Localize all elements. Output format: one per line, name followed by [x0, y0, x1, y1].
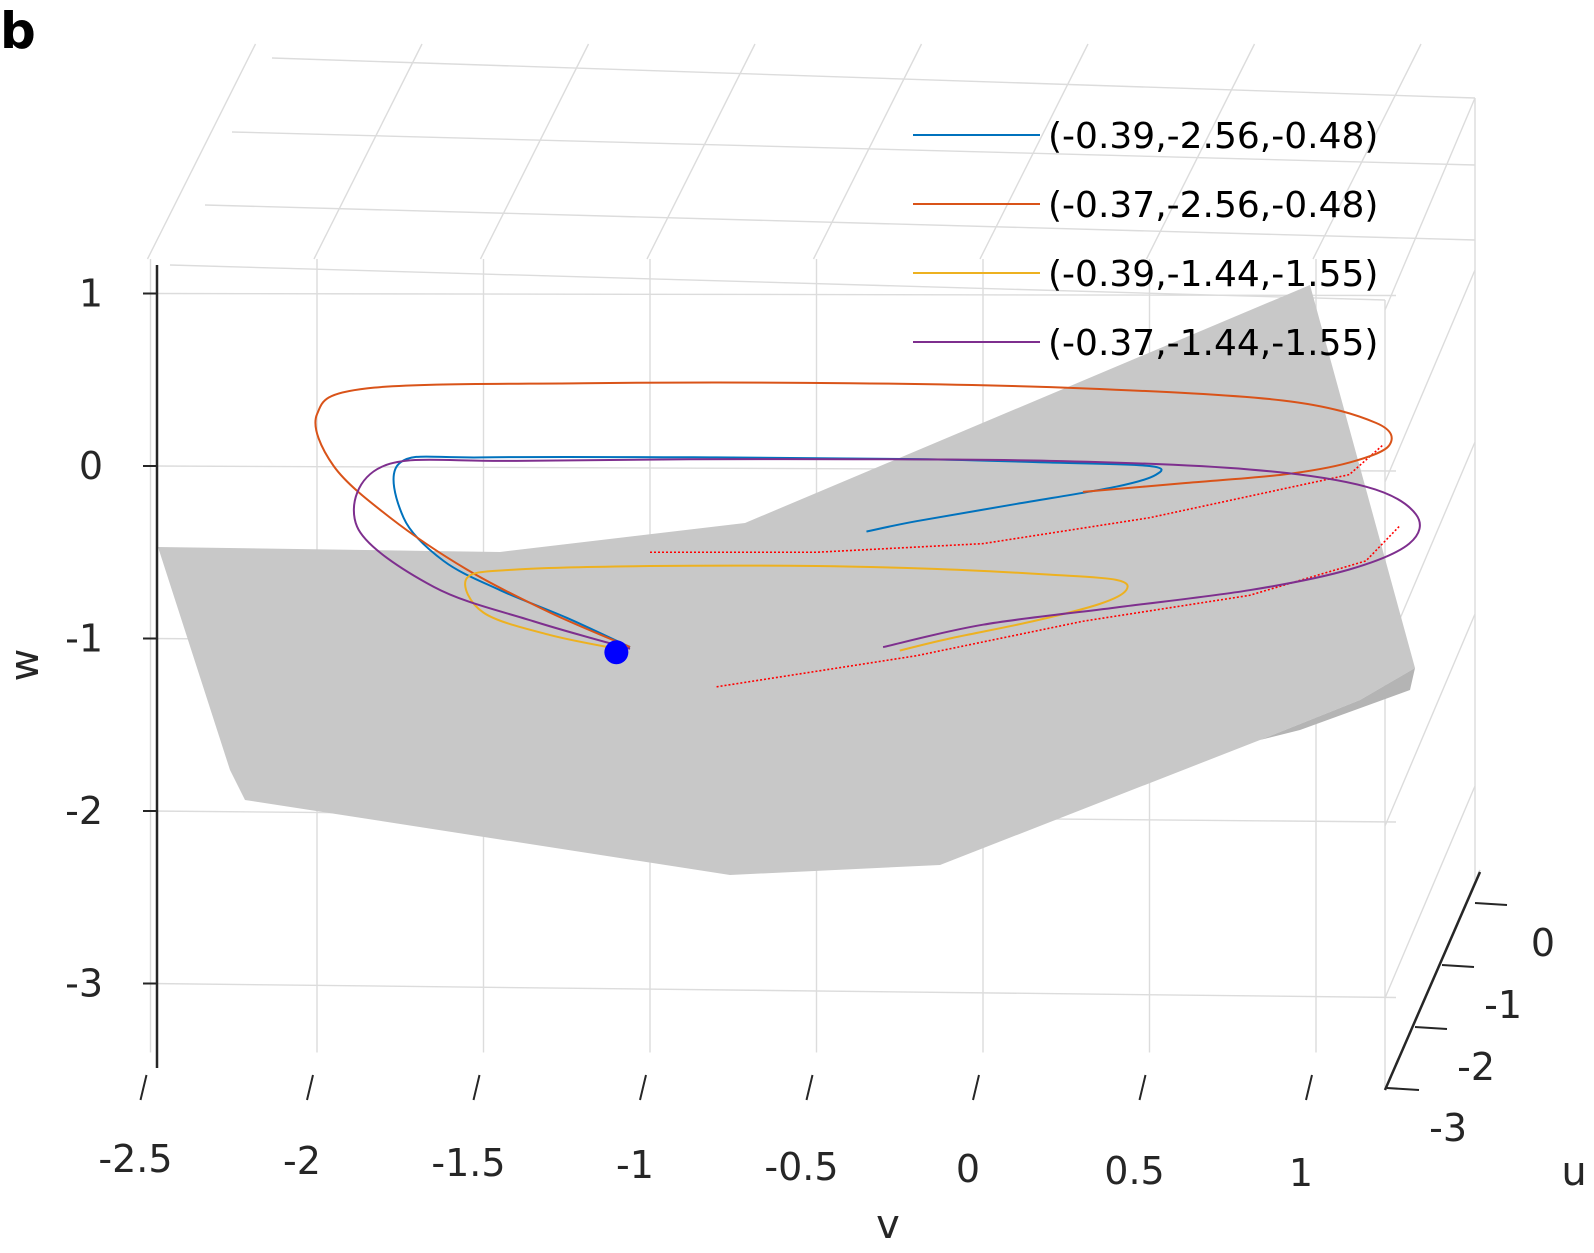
series-line-4 — [352, 458, 1421, 650]
v-tick-label: -0.5 — [764, 1145, 838, 1189]
grid-line — [1384, 785, 1476, 999]
surface — [158, 285, 1415, 875]
v-tick — [139, 1074, 148, 1101]
w-tick-label: -1 — [65, 617, 103, 661]
u-tick-label: -1 — [1484, 983, 1522, 1027]
grid-line — [150, 982, 1397, 999]
grid-line — [146, 43, 257, 260]
u-tick — [1474, 902, 1508, 906]
grid-line — [271, 57, 1476, 99]
v-tick-label: 0 — [956, 1147, 980, 1191]
v-tick — [1305, 1074, 1313, 1101]
surface-layer — [158, 285, 1415, 875]
y-axis-label: u — [1561, 1149, 1586, 1195]
u-axis-line — [1383, 871, 1482, 1091]
grid-line — [1384, 613, 1476, 827]
grid-line — [1145, 43, 1256, 260]
v-tick-label: -1 — [616, 1143, 654, 1187]
v-tick — [972, 1074, 980, 1101]
v-tick-label: -2 — [283, 1139, 321, 1183]
u-tick — [1414, 1026, 1448, 1030]
grid-line — [150, 292, 1397, 297]
panel-label: b — [0, 2, 36, 60]
v-tick — [805, 1074, 814, 1101]
v-tick-label: -2.5 — [98, 1137, 172, 1181]
v-tick-label: 0.5 — [1104, 1149, 1164, 1193]
u-tick-label: -3 — [1429, 1106, 1467, 1150]
grid-line — [812, 43, 923, 260]
legend-entry-2: (-0.37,-2.56,-0.48) — [1048, 185, 1378, 226]
grid-line — [479, 43, 590, 260]
grid-line — [313, 43, 423, 260]
u-tick — [1386, 1087, 1420, 1091]
v-tick-label: 1 — [1289, 1151, 1313, 1195]
series-line-1 — [392, 455, 1163, 649]
series-line-2 — [314, 381, 1393, 649]
u-tick-label: 0 — [1531, 921, 1555, 965]
axis-layer: 10-1-2-3-2.5 -2 -1.5 -1 -0.5 0 0.5 10-1-2-3 — [65, 265, 1555, 1195]
u-tick-label: -2 — [1457, 1045, 1495, 1089]
w-tick-label: -2 — [65, 789, 103, 833]
w-tick-label: 0 — [79, 444, 103, 488]
legend: (-0.39,-2.56,-0.48) (-0.37,-2.56,-0.48) (-… — [913, 116, 1378, 364]
equilibrium-point — [604, 640, 629, 665]
w-tick-label: -3 — [65, 962, 103, 1006]
grid-line — [1312, 43, 1422, 260]
v-tick-label: -1.5 — [431, 1141, 505, 1185]
legend-entry-1: (-0.39,-2.56,-0.48) — [1048, 116, 1378, 157]
v-tick — [472, 1074, 481, 1101]
trajectory-layer — [314, 381, 1421, 688]
grid-line — [646, 43, 756, 260]
legend-entry-4: (-0.37,-1.44,-1.55) — [1048, 323, 1378, 364]
v-tick — [306, 1074, 314, 1101]
dotted-red-curve — [650, 444, 1384, 554]
grid-line — [204, 204, 1476, 241]
v-tick — [639, 1074, 647, 1101]
z-axis-label: w — [2, 649, 48, 682]
grid-line — [169, 264, 1386, 301]
u-tick — [1441, 964, 1475, 968]
dotted-red-curve — [716, 525, 1400, 688]
grid-line — [1384, 97, 1476, 311]
x-axis-label: v — [876, 1202, 900, 1248]
w-tick-label: 1 — [79, 272, 103, 316]
legend-entry-3: (-0.39,-1.44,-1.55) — [1048, 254, 1378, 295]
grid-line — [979, 43, 1089, 260]
grid-line — [231, 131, 1476, 166]
grid-line — [1384, 269, 1476, 483]
v-tick — [1138, 1074, 1147, 1101]
